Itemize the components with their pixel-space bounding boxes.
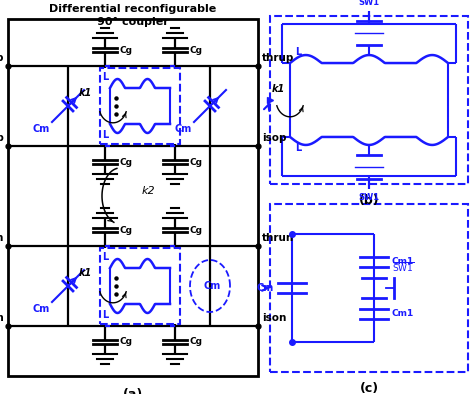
Text: L: L (102, 252, 108, 262)
Text: k1: k1 (79, 268, 92, 278)
Text: k2: k2 (142, 186, 155, 196)
Text: L: L (102, 310, 108, 320)
Text: (a): (a) (123, 388, 143, 394)
Text: Cg: Cg (190, 45, 203, 54)
Text: (c): (c) (359, 382, 379, 394)
Text: 90° coupler: 90° coupler (97, 17, 169, 27)
Text: Differential reconfigurable: Differential reconfigurable (49, 4, 217, 14)
Text: Cg: Cg (120, 158, 133, 167)
Text: isop: isop (262, 133, 286, 143)
Text: Cg: Cg (190, 338, 203, 346)
Text: Cm: Cm (33, 124, 50, 134)
Text: Cm: Cm (257, 283, 274, 293)
Text: L: L (295, 47, 301, 57)
Bar (8, 19, 258, 376)
Text: L: L (102, 72, 108, 82)
Text: Cg: Cg (120, 45, 133, 54)
Bar (270, 16, 468, 184)
Text: L: L (102, 130, 108, 140)
Text: Cg: Cg (120, 338, 133, 346)
Text: SW1: SW1 (358, 193, 380, 202)
Text: cpln: cpln (0, 313, 4, 323)
Text: Cg: Cg (190, 225, 203, 234)
Bar (270, 204, 468, 372)
Text: Cm1: Cm1 (392, 258, 414, 266)
Text: Cm: Cm (33, 304, 50, 314)
Text: Cm1: Cm1 (392, 310, 414, 318)
Text: Cm: Cm (203, 281, 220, 291)
Text: Cg: Cg (120, 225, 133, 234)
Text: k1: k1 (272, 84, 285, 94)
Text: Cm: Cm (175, 124, 192, 134)
Text: thrup: thrup (262, 53, 294, 63)
Text: thrun: thrun (262, 233, 294, 243)
Text: Cg: Cg (190, 158, 203, 167)
Text: ison: ison (262, 313, 286, 323)
Text: (b): (b) (359, 194, 379, 207)
Text: L: L (295, 143, 301, 153)
Text: k1: k1 (79, 88, 92, 98)
Text: SW1: SW1 (358, 0, 380, 7)
Text: cplp: cplp (0, 133, 4, 143)
Text: inn: inn (0, 233, 4, 243)
Text: inp: inp (0, 53, 4, 63)
Bar (100, 68, 180, 144)
Text: $\overline{\mathrm{SW1}}$: $\overline{\mathrm{SW1}}$ (392, 260, 414, 274)
Bar (100, 248, 180, 324)
